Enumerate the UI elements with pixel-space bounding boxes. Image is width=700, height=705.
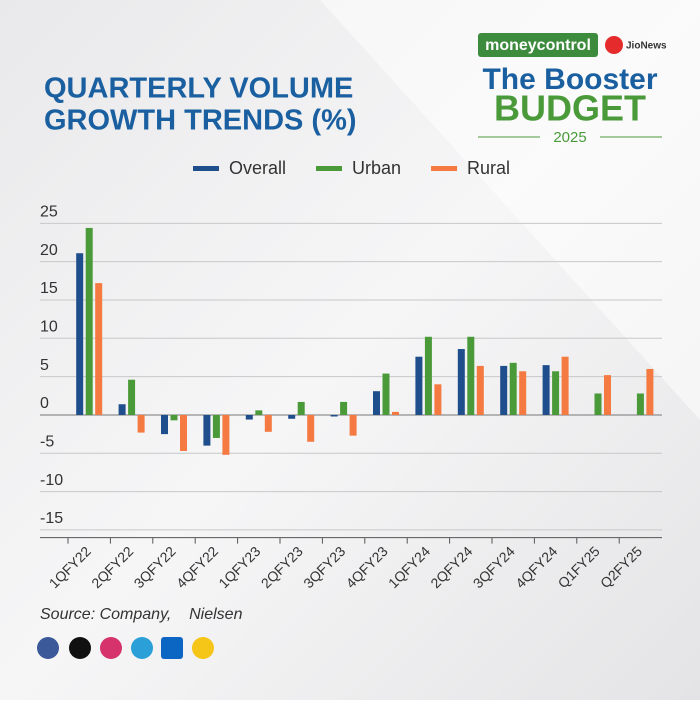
y-tick-label: 5 [40,357,49,374]
social-icons [37,637,214,659]
bar [340,401,348,415]
bar [415,356,423,415]
y-tick-label: 10 [40,319,58,336]
bar [307,414,315,442]
bar [212,414,220,438]
source: Source: Company, Nielsen [40,606,243,623]
campaign-year: 2025 [553,129,586,146]
bar [424,336,432,415]
legend-swatch [431,166,458,171]
y-tick-label: 20 [40,242,58,259]
bar [128,379,136,415]
y-tick-label: -5 [40,434,54,451]
y-tick-label: 0 [40,395,49,412]
legend-label: Urban [352,158,401,178]
logo-box [478,33,598,57]
bar [509,362,517,415]
chart-title: GROWTH TRENDS (%) [44,105,357,137]
bar [255,410,263,415]
bar [392,411,399,415]
background-shape [320,0,700,420]
bar [434,384,442,415]
bar [636,393,644,415]
legend-swatch [316,166,343,171]
bar [646,368,654,415]
y-tick-label: 25 [40,204,58,221]
icon-app[interactable] [192,637,214,659]
bar [288,414,296,419]
bar [118,404,126,415]
chart-title: QUARTERLY VOLUME [44,73,353,105]
bar [349,414,357,436]
bar [222,414,230,455]
icon-x[interactable] [69,637,91,659]
partner-logo: JioNews [626,41,667,52]
bar [330,414,338,417]
icon-facebook[interactable] [37,637,59,659]
bar [264,414,272,432]
bar [476,365,484,415]
legend-label: Rural [467,158,510,178]
bar [373,391,380,415]
bar [594,393,602,415]
bar [245,414,253,420]
icon-linkedin[interactable] [161,637,183,659]
bar [467,336,475,415]
y-tick-label: -10 [40,472,63,489]
bar [457,349,465,415]
bar [137,414,145,433]
bar [170,414,178,421]
legend-label: Overall [229,158,286,178]
bar [561,356,569,415]
publisher-logo: moneycontrol [485,37,591,54]
bar [297,401,305,415]
campaign-line2: BUDGET [494,88,646,129]
partner-icon [605,36,623,54]
y-tick-label: -15 [40,510,63,527]
bar [180,414,187,451]
bar [95,283,103,415]
icon-instagram[interactable] [100,637,122,659]
y-tick-label: 15 [40,280,58,297]
legend-swatch [193,166,219,171]
bar [519,371,527,415]
bar [85,227,93,415]
icon-telegram[interactable] [131,637,153,659]
bar [604,375,611,415]
bar [542,365,550,415]
bar [161,414,168,435]
bar [500,365,508,415]
campaign-line1: The Booster [482,63,657,96]
bar [203,414,211,446]
bar [76,253,84,415]
bar [552,371,560,415]
bar [382,373,390,415]
